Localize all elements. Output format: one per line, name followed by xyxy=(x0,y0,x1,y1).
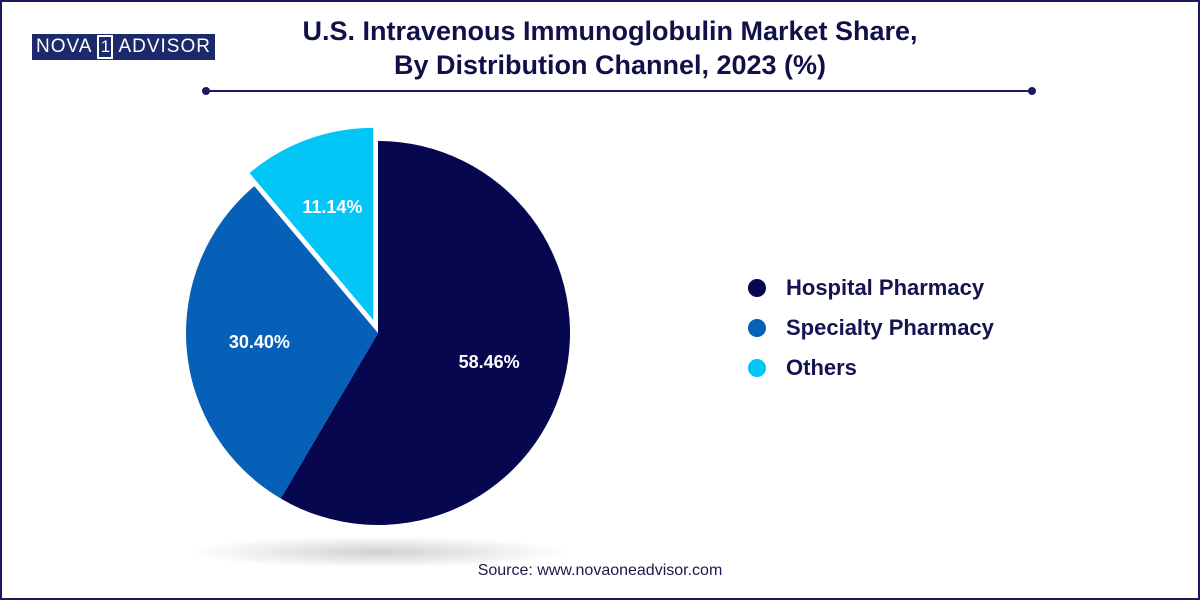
pie-data-label: 11.14% xyxy=(302,197,362,217)
legend-swatch xyxy=(748,279,766,297)
legend-label: Others xyxy=(786,355,857,380)
pie-slice-others xyxy=(249,127,374,320)
pie-labels: 58.46% 30.40% 11.14% xyxy=(229,197,520,372)
logo-digit-one: 1 xyxy=(96,34,115,60)
chart-title: U.S. Intravenous Immunoglobulin Market S… xyxy=(250,14,970,82)
legend-swatch xyxy=(748,359,766,377)
source-note: Source: www.novaoneadvisor.com xyxy=(477,562,723,579)
chart-title-line-2: By Distribution Channel, 2023 (%) xyxy=(393,50,827,80)
pie-shadow xyxy=(188,536,568,568)
legend-item-others: Others xyxy=(748,348,994,388)
logo-word-nova: NOVA xyxy=(32,34,97,60)
logo-word-advisor: ADVISOR xyxy=(114,34,215,60)
brand-logo: NOVA 1 ADVISOR xyxy=(32,34,215,60)
chart-title-line-1: U.S. Intravenous Immunoglobulin Market S… xyxy=(302,16,918,46)
legend: Hospital Pharmacy Specialty Pharmacy Oth… xyxy=(748,268,994,388)
legend-swatch xyxy=(748,319,766,337)
title-divider xyxy=(202,87,1036,95)
divider-right-dot xyxy=(1028,87,1036,95)
pie-slice-hospital-pharmacy xyxy=(280,141,570,525)
pie-slice-specialty-pharmacy xyxy=(185,186,378,499)
legend-label: Hospital Pharmacy xyxy=(786,275,985,300)
pie-slices xyxy=(185,127,570,525)
pie-data-label: 58.46% xyxy=(459,352,520,372)
legend-label: Specialty Pharmacy xyxy=(786,315,994,340)
pie-data-label: 30.40% xyxy=(229,332,290,352)
legend-item-hospital-pharmacy: Hospital Pharmacy xyxy=(748,268,994,308)
legend-item-specialty-pharmacy: Specialty Pharmacy xyxy=(748,308,994,348)
divider-left-dot xyxy=(202,87,210,95)
